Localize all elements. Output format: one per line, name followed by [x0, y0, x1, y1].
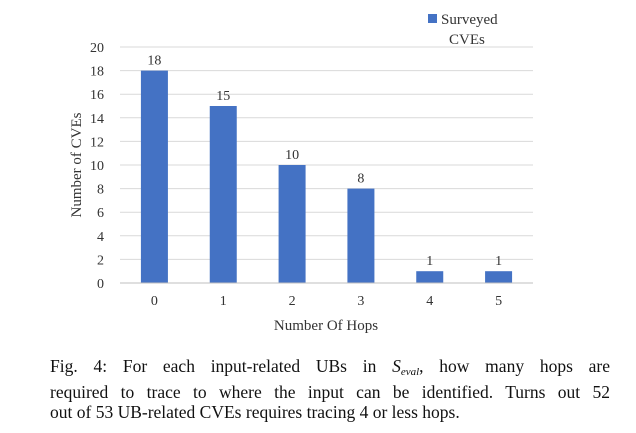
data-label-2: 10: [285, 148, 299, 163]
x-tick-label-5: 5: [495, 294, 502, 309]
x-axis-label: Number Of Hops: [274, 318, 378, 334]
bar-4: [416, 271, 444, 283]
data-label-0: 18: [147, 54, 161, 69]
y-tick-label: 0: [97, 277, 104, 292]
y-tick-label: 12: [90, 135, 104, 150]
caption-text-start: Fig. 4: For each input-related UBs in: [50, 356, 393, 376]
data-label-1: 15: [216, 89, 230, 104]
data-label-4: 1: [426, 254, 433, 269]
y-axis-label: Number of CVEs: [69, 112, 85, 217]
y-tick-label: 8: [97, 183, 104, 198]
y-tick-label: 2: [97, 253, 104, 268]
x-tick-label-4: 4: [426, 294, 433, 309]
y-tick-label: 10: [90, 159, 104, 174]
y-axis-ticks: 0 2 4 6 8 10 12 14 16 18 20: [90, 41, 104, 292]
caption-line-1: Fig. 4: For each input-related UBs in Se…: [50, 356, 610, 382]
legend-swatch: [428, 14, 437, 23]
bar-5: [485, 271, 513, 283]
y-tick-label: 20: [90, 41, 104, 56]
caption-text-end: , how many hops are: [419, 356, 610, 376]
caption-symbol: S: [392, 356, 401, 376]
bar-3: [347, 188, 375, 283]
bar-0: [140, 70, 168, 283]
bar-2: [278, 165, 306, 283]
caption-line-2: required to trace to where the input can…: [50, 382, 610, 402]
legend-label-line-2: CVEs: [449, 32, 485, 48]
caption-line-3: out of 53 UB-related CVEs requires traci…: [50, 402, 460, 422]
y-tick-label: 6: [97, 206, 104, 221]
caption-symbol-subscript: eval: [400, 366, 420, 378]
y-tick-label: 16: [90, 88, 104, 103]
x-tick-label-2: 2: [289, 294, 296, 309]
data-label-5: 1: [495, 254, 502, 269]
y-tick-label: 4: [97, 230, 104, 245]
gridlines: [120, 46, 533, 260]
x-tick-label-0: 0: [151, 294, 158, 309]
x-axis-ticks: 0 1 2 3 4 5: [151, 294, 502, 309]
data-label-3: 8: [357, 172, 364, 187]
bars: [140, 70, 513, 283]
data-labels: 18 15 10 8 1 1: [147, 54, 502, 270]
figure-caption: Fig. 4: For each input-related UBs in Se…: [50, 356, 610, 422]
y-tick-label: 18: [90, 65, 104, 80]
legend: Surveyed CVEs: [428, 12, 498, 48]
legend-label-line-1: Surveyed: [441, 12, 498, 28]
bar-1: [209, 106, 237, 283]
x-tick-label-3: 3: [357, 294, 364, 309]
y-tick-label: 14: [90, 112, 104, 127]
x-tick-label-1: 1: [220, 294, 227, 309]
